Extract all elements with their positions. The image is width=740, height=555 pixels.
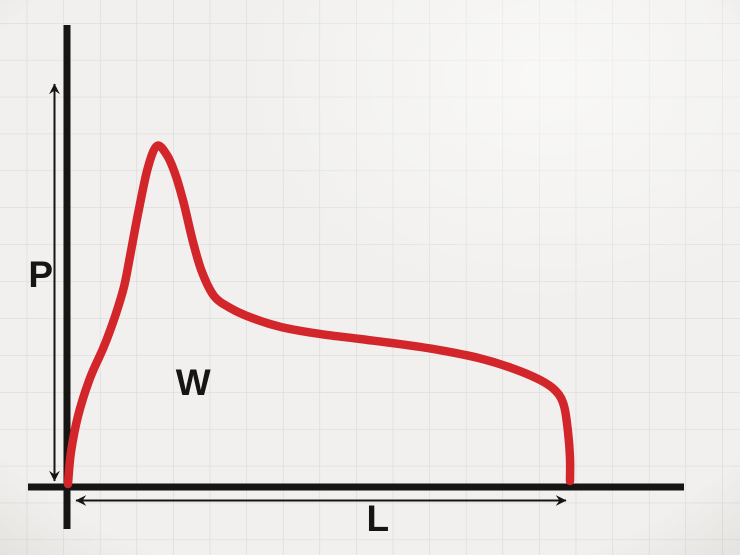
length-span-label: L [366,498,389,539]
pressure-curve [63,141,575,489]
pressure-axis-label: P [28,254,53,295]
work-area-label: W [176,362,211,403]
